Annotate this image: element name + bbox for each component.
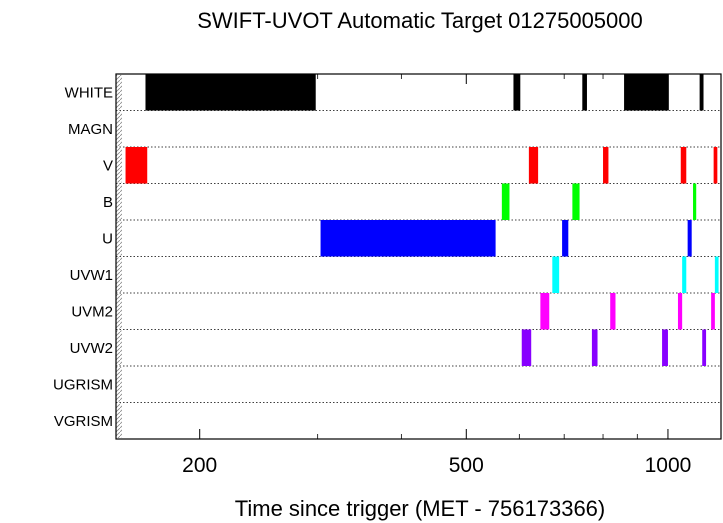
exposure-bar-uvm2	[677, 293, 683, 330]
exposure-bar-uvw1	[552, 256, 560, 293]
rows-layer: WHITE MAGN V B U UVW1 UVM2 UVW2 UGRISM VGRISM	[53, 75, 721, 438]
exposure-bar-v	[528, 147, 539, 184]
exposure-bar-uvw1	[682, 256, 687, 293]
exposure-bar-uvw2	[591, 329, 598, 366]
row-label-vgrism: VGRISM	[54, 413, 113, 430]
x-tick-label: 1000	[645, 454, 692, 477]
exposure-bar-u	[562, 220, 569, 257]
exposure-bar-uvw1	[714, 256, 719, 293]
row-hatch-b	[116, 184, 122, 219]
row-hatch-uvw2	[116, 330, 122, 365]
row-label-uvw2: UVW2	[70, 340, 113, 357]
exposure-bar-b	[572, 183, 580, 220]
row-hatch-v	[116, 148, 122, 183]
row-hatch-magn	[116, 111, 122, 146]
exposure-bar-white	[624, 74, 669, 111]
row-label-uvw1: UVW1	[70, 267, 113, 284]
row-label-white: WHITE	[65, 84, 113, 101]
row-hatch-white	[116, 75, 122, 110]
row-hatch-u	[116, 221, 122, 256]
exposure-bar-white	[582, 74, 587, 111]
exposure-bar-white	[513, 74, 521, 111]
row-hatch-uvm2	[116, 294, 122, 329]
x-tick-label: 200	[182, 454, 217, 477]
bars-layer	[125, 74, 719, 366]
exposure-bar-white	[145, 74, 316, 111]
exposure-bar-v	[680, 147, 687, 184]
exposure-bar-v	[603, 147, 609, 184]
row-label-ugrism: UGRISM	[53, 376, 113, 393]
exposure-bar-uvw2	[662, 329, 668, 366]
exposure-bar-uvm2	[610, 293, 616, 330]
exposure-bar-uvw2	[521, 329, 532, 366]
x-tick-label: 500	[449, 454, 484, 477]
row-hatch-vgrism	[116, 403, 122, 438]
row-label-b: B	[103, 194, 113, 211]
row-label-magn: MAGN	[68, 121, 113, 138]
exposure-bar-u	[320, 220, 496, 257]
row-label-u: U	[102, 230, 113, 247]
exposure-bar-uvm2	[711, 293, 715, 330]
x-axis-label: Time since trigger (MET - 756173366)	[235, 496, 606, 521]
chart-title: SWIFT-UVOT Automatic Target 01275005000	[197, 8, 643, 33]
exposure-bar-white	[699, 74, 704, 111]
exposure-bar-uvw2	[702, 329, 707, 366]
row-label-v: V	[103, 157, 113, 174]
row-hatch-uvw1	[116, 257, 122, 292]
plot-frame	[115, 73, 722, 440]
exposure-bar-v	[125, 147, 148, 184]
row-hatch-ugrism	[116, 367, 122, 402]
exposure-bar-uvm2	[540, 293, 550, 330]
row-label-uvm2: UVM2	[71, 303, 113, 320]
exposure-bar-b	[501, 183, 510, 220]
exposure-bar-u	[687, 220, 692, 257]
exposure-bar-v	[713, 147, 718, 184]
exposure-bar-b	[693, 183, 697, 220]
x-axis: 200 500 1000	[182, 74, 691, 477]
